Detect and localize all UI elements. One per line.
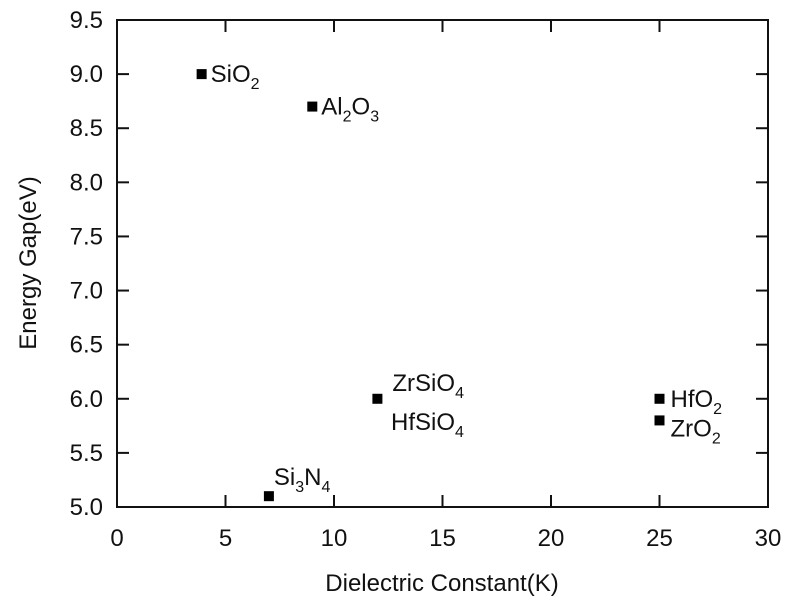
annotations: HfSiO4 bbox=[391, 409, 464, 441]
data-point-label-part: Al bbox=[321, 94, 342, 121]
data-point-label-part: 4 bbox=[455, 385, 464, 402]
data-point-label-part: 2 bbox=[251, 76, 260, 93]
y-tick-label: 6.0 bbox=[70, 386, 103, 413]
y-tick-label: 7.5 bbox=[70, 223, 103, 250]
data-point-label-part: ZrSiO bbox=[392, 370, 455, 397]
x-tick-label: 0 bbox=[110, 525, 123, 552]
data-point-label: HfO2 bbox=[671, 386, 723, 418]
x-tick-label: 30 bbox=[755, 525, 782, 552]
data-point-label-part: N bbox=[304, 464, 321, 491]
data-point-label-part: ZrO bbox=[671, 415, 712, 442]
x-tick-label: 25 bbox=[646, 525, 673, 552]
data-point-label: SiO2 bbox=[211, 61, 260, 93]
y-tick-label: 8.0 bbox=[70, 169, 103, 196]
data-point-marker bbox=[263, 491, 274, 502]
annotation-label-part: 4 bbox=[455, 424, 464, 441]
data-point-label-part: 2 bbox=[712, 430, 721, 447]
data-point-label-part: SiO bbox=[211, 61, 251, 88]
y-tick-label: 9.5 bbox=[70, 7, 103, 34]
data-point-label: Al2O3 bbox=[321, 94, 379, 126]
data-point-label-part: 3 bbox=[370, 109, 379, 126]
y-tick-label: 7.0 bbox=[70, 278, 103, 305]
data-point-label: Si3N4 bbox=[274, 464, 331, 496]
y-tick-label: 5.5 bbox=[70, 440, 103, 467]
data-point-label-part: O bbox=[352, 94, 371, 121]
y-tick-label: 8.5 bbox=[70, 115, 103, 142]
data-point-label-part: Si bbox=[274, 464, 295, 491]
annotation-label: HfSiO4 bbox=[391, 409, 464, 441]
x-axis-ticks: 0 5 10 15 20 25 30 bbox=[110, 20, 781, 552]
x-axis-title: Dielectric Constant(K) bbox=[325, 570, 558, 597]
y-axis-title: Energy Gap(eV) bbox=[15, 176, 42, 349]
data-point-label-part: 2 bbox=[713, 401, 722, 418]
data-point-label: ZrSiO4 bbox=[392, 370, 464, 402]
data-point-label: ZrO2 bbox=[671, 415, 721, 447]
x-tick-label: 10 bbox=[321, 525, 348, 552]
y-tick-label: 5.0 bbox=[70, 494, 103, 521]
x-tick-label: 15 bbox=[429, 525, 456, 552]
data-point-label-part: 2 bbox=[343, 109, 352, 126]
y-tick-label: 9.0 bbox=[70, 61, 103, 88]
data-point-marker bbox=[654, 415, 665, 426]
x-tick-label: 20 bbox=[538, 525, 565, 552]
annotation-label-part: HfSiO bbox=[391, 409, 455, 436]
x-tick-label: 5 bbox=[219, 525, 232, 552]
data-point-marker bbox=[372, 393, 383, 404]
y-tick-label: 6.5 bbox=[70, 332, 103, 359]
data-point-marker bbox=[307, 101, 318, 112]
data-point-label-part: 3 bbox=[295, 479, 304, 496]
data-point-marker bbox=[196, 69, 207, 80]
data-point-label-part: 4 bbox=[321, 479, 330, 496]
y-axis-ticks: 5.0 5.5 6.0 6.5 7.0 7.5 8.0 8.5 9.0 9.5 bbox=[70, 7, 768, 521]
data-point-label-part: HfO bbox=[671, 386, 714, 413]
data-point-marker bbox=[654, 393, 665, 404]
